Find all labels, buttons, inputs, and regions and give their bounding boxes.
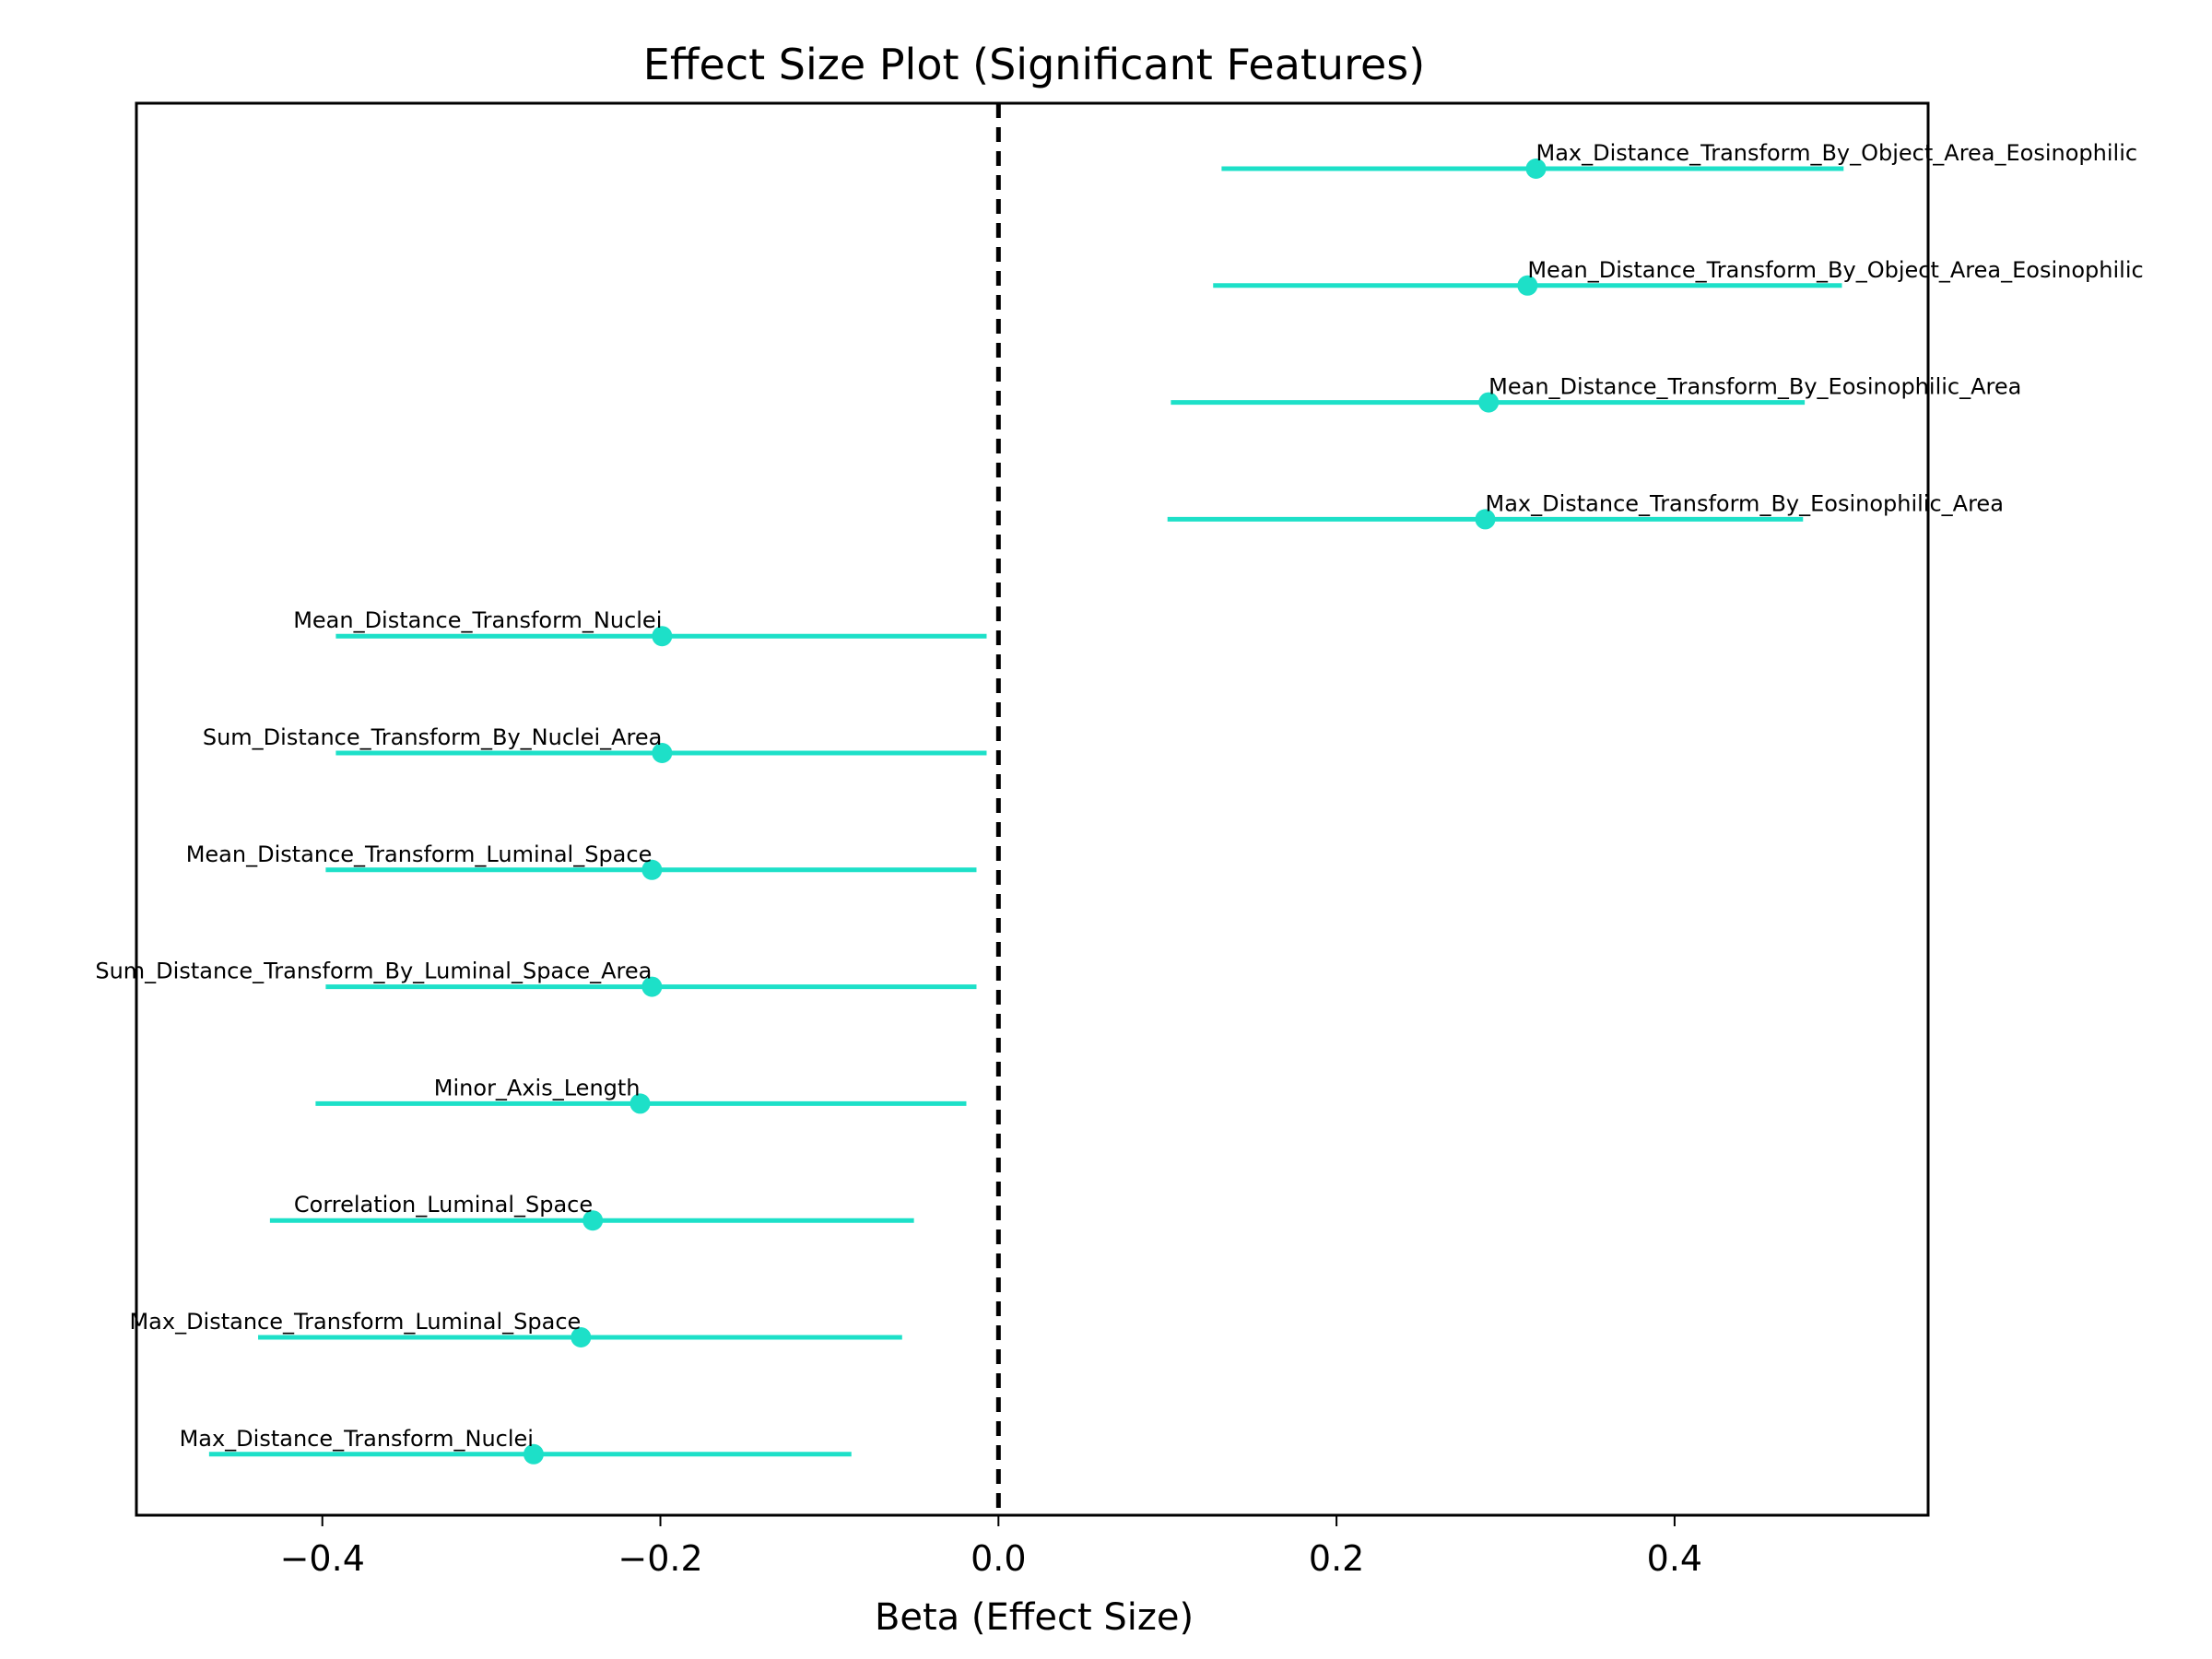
feature-label-11: Max_Distance_Transform_Nuclei (180, 1426, 534, 1452)
feature-label-3: Max_Distance_Transform_By_Eosinophilic_A… (1486, 490, 2004, 516)
beta-point-5 (652, 743, 673, 763)
beta-point-10 (571, 1327, 592, 1347)
beta-point-2 (1478, 392, 1500, 413)
beta-point-7 (641, 976, 663, 997)
feature-label-1: Mean_Distance_Transform_By_Object_Area_E… (1527, 257, 2143, 283)
beta-point-11 (523, 1443, 544, 1465)
beta-point-9 (582, 1210, 604, 1231)
beta-point-1 (1517, 275, 1538, 296)
feature-label-8: Minor_Axis_Length (434, 1075, 641, 1100)
plot-area-frame (135, 101, 1930, 1517)
chart-marks: Max_Distance_Transform_By_Object_Area_Eo… (95, 103, 2144, 1515)
x-tick-label-4: 0.4 (1647, 1538, 1702, 1579)
beta-point-6 (641, 859, 663, 880)
x-tick-label-0: −0.4 (280, 1538, 365, 1579)
feature-label-10: Max_Distance_Transform_Luminal_Space (129, 1309, 581, 1335)
x-axis-ticks: −0.4 −0.2 0.0 0.2 0.4 (280, 1515, 1702, 1579)
feature-label-9: Correlation_Luminal_Space (294, 1192, 593, 1218)
chart-title: Effect Size Plot (Significant Features) (643, 40, 1425, 89)
x-tick-label-1: −0.2 (618, 1538, 702, 1579)
x-tick-label-3: 0.2 (1309, 1538, 1364, 1579)
feature-label-2: Mean_Distance_Transform_By_Eosinophilic_… (1488, 374, 2021, 400)
beta-point-8 (629, 1093, 651, 1114)
feature-label-6: Mean_Distance_Transform_Luminal_Space (186, 841, 653, 867)
feature-label-0: Max_Distance_Transform_By_Object_Area_Eo… (1536, 140, 2138, 166)
feature-label-5: Sum_Distance_Transform_By_Nuclei_Area (203, 724, 663, 750)
beta-point-0 (1525, 159, 1547, 179)
beta-point-3 (1475, 509, 1496, 530)
x-axis-label: Beta (Effect Size) (875, 1596, 1194, 1639)
feature-label-4: Mean_Distance_Transform_Nuclei (293, 607, 662, 633)
feature-label-7: Sum_Distance_Transform_By_Luminal_Space_… (95, 959, 652, 984)
beta-point-4 (652, 626, 673, 647)
x-tick-label-2: 0.0 (971, 1538, 1026, 1579)
